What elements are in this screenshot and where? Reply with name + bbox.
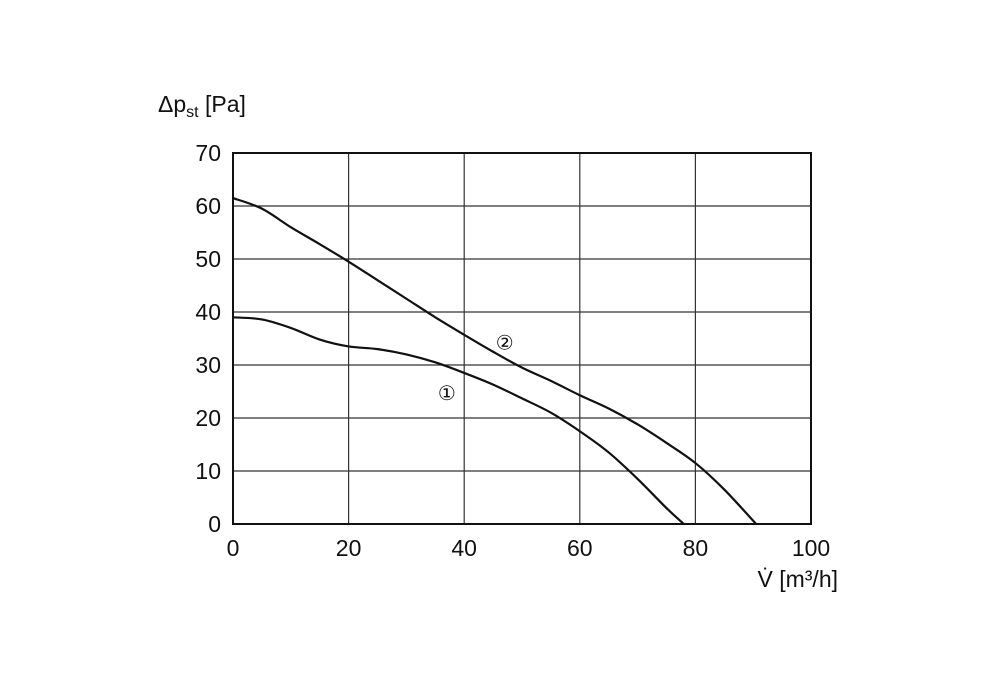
y-tick-label: 20 xyxy=(195,405,221,431)
y-tick-label: 60 xyxy=(195,193,221,219)
curves xyxy=(231,196,758,526)
y-tick-label: 0 xyxy=(208,511,221,537)
x-tick-labels: 0 20 40 60 80 100 xyxy=(227,535,831,561)
x-tick-label: 60 xyxy=(567,535,593,561)
y-tick-label: 70 xyxy=(195,140,221,166)
curve-1 xyxy=(231,316,685,526)
grid xyxy=(233,153,811,524)
y-axis-title-subscript: st xyxy=(186,104,199,121)
curve-label-2: ② xyxy=(496,333,514,355)
x-tick-label: 40 xyxy=(451,535,477,561)
y-tick-label: 40 xyxy=(195,299,221,325)
x-tick-label: 0 xyxy=(227,535,240,561)
x-tick-label: 100 xyxy=(792,535,830,561)
x-tick-label: 80 xyxy=(683,535,709,561)
plot-frame xyxy=(232,152,812,525)
curve-label-1: ① xyxy=(438,383,456,405)
y-tick-label: 10 xyxy=(195,458,221,484)
y-axis-title: Δpst [Pa] xyxy=(158,91,246,121)
y-axis-title-main: Δp xyxy=(158,91,186,117)
curve-2 xyxy=(231,196,758,526)
curve-labels: ①② xyxy=(438,333,514,405)
x-tick-label: 20 xyxy=(336,535,362,561)
y-tick-label: 30 xyxy=(195,352,221,378)
y-tick-label: 50 xyxy=(195,246,221,272)
x-axis-title: V̇ [m³/h] xyxy=(757,566,838,592)
y-axis-title-unit: [Pa] xyxy=(199,91,246,117)
y-tick-labels: 0 10 20 30 40 50 60 70 xyxy=(195,140,221,537)
